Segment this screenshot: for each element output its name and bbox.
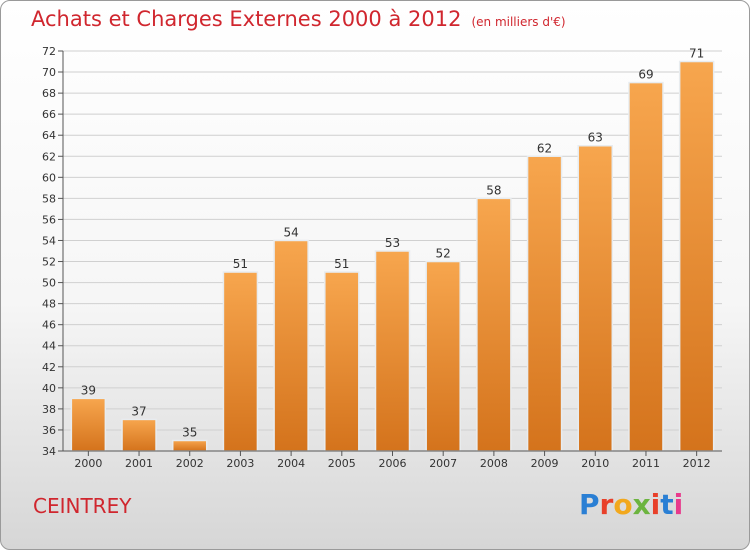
bar-2008 [476,197,512,452]
y-tick-label: 66 [42,108,56,121]
axes [62,51,722,452]
data-label-2005: 51 [334,257,349,271]
y-tick-label: 58 [42,192,56,205]
data-label-2002: 35 [182,425,197,439]
bar-2012 [678,60,715,452]
x-tick-label-2011: 2011 [632,457,660,470]
bar-2011 [628,81,664,452]
data-label-2011: 69 [638,68,653,82]
y-tick-label: 46 [42,319,56,332]
y-tick-label: 70 [42,66,56,79]
y-axis-ticks: 34 36 38 40 42 44 46 48 50 52 54 56 58 60 62 64 66 68 70 72 [42,45,63,458]
x-tick-label-2008: 2008 [480,457,508,470]
data-label-2012: 71 [689,47,704,61]
brand-logo: Proxiti [579,488,683,521]
data-label-2008: 58 [486,183,501,197]
brand-letter: x [632,488,651,521]
bar-2009 [526,155,563,452]
bar-2007 [425,260,461,452]
brand-letter: P [579,488,600,521]
x-tick-label-2003: 2003 [226,457,254,470]
x-tick-label-2002: 2002 [176,457,204,470]
x-tick-label-2010: 2010 [581,457,609,470]
bar-2000 [70,397,107,452]
y-tick-label: 48 [42,298,56,311]
y-tick-label: 34 [42,445,56,458]
data-label-2000: 39 [81,383,96,397]
y-tick-label: 68 [42,87,56,100]
chart-title-text: Achats et Charges Externes 2000 à 2012 [31,7,462,31]
brand-letter: t [660,488,674,521]
bar-2006 [374,250,411,452]
x-tick-label-2004: 2004 [277,457,305,470]
y-tick-label: 62 [42,150,56,163]
data-label-2003: 51 [233,257,248,271]
data-label-2009: 62 [537,141,552,155]
data-label-2001: 37 [131,404,146,418]
data-label-2006: 53 [385,236,400,250]
brand-letter: o [613,488,633,521]
x-tick-label-2009: 2009 [531,457,559,470]
bar-2003 [222,271,259,452]
y-tick-label: 38 [42,403,56,416]
y-tick-label: 52 [42,256,56,269]
bar-2005 [324,271,360,452]
y-tick-label: 56 [42,213,56,226]
x-tick-label-2005: 2005 [328,457,356,470]
x-tick-label-2000: 2000 [74,457,102,470]
y-tick-label: 64 [42,129,56,142]
chart-subtitle: (en milliers d'€) [471,15,566,29]
x-tick-label-2001: 2001 [125,457,153,470]
brand-letter: r [599,488,614,521]
bar-2004 [273,239,309,452]
y-tick-label: 42 [42,361,56,374]
data-label-2010: 63 [588,131,603,145]
x-tick-label-2007: 2007 [429,457,457,470]
data-label-2007: 52 [436,247,451,261]
y-tick-label: 60 [42,171,56,184]
bars [70,60,715,452]
x-tick-label-2006: 2006 [379,457,407,470]
x-axis-ticks: 2000 2001 2002 2003 2004 2005 2006 2007 2008 2009… [74,451,711,470]
bar-2001 [121,418,157,452]
chart-title: Achats et Charges Externes 2000 à 2012 (e… [31,7,566,31]
y-tick-label: 36 [42,424,56,437]
y-tick-label: 54 [42,234,56,247]
bar-2002 [171,439,208,452]
bar-2010 [577,144,614,452]
brand-letter: i [673,488,684,521]
place-name: CEINTREY [33,494,132,518]
y-tick-label: 40 [42,382,56,395]
x-tick-label-2012: 2012 [683,457,711,470]
data-labels: 39 37 35 51 54 51 53 52 58 62 63 69 71 [81,47,705,440]
y-tick-label: 72 [42,45,56,58]
y-tick-label: 50 [42,277,56,290]
data-label-2004: 54 [283,225,298,239]
y-tick-label: 44 [42,340,56,353]
brand-letter: i [650,488,661,521]
